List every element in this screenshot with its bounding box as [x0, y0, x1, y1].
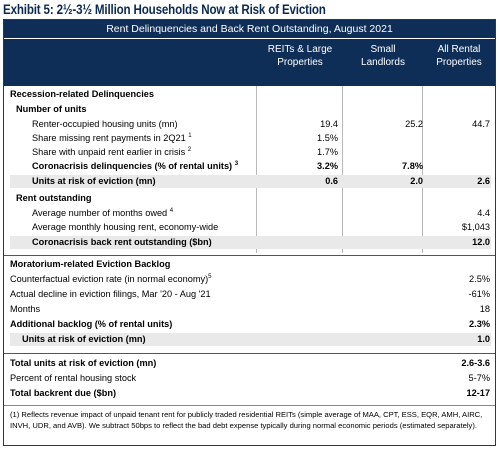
- cell-all-rental: 12-17: [466, 388, 491, 398]
- footnote-divider: [4, 405, 495, 406]
- cell-all-rental: 12.0: [472, 237, 490, 247]
- cell-all-rental: 44.7: [472, 119, 490, 129]
- cell-all-rental: -61%: [468, 289, 490, 299]
- row-label: Rent outstanding: [16, 193, 92, 203]
- cell-all-rental: 5-7%: [468, 373, 490, 383]
- header-divider: [4, 38, 495, 39]
- row-label-text: Counterfactual eviction rate (in normal …: [10, 274, 209, 284]
- column-header-reits-line2: Properties: [277, 56, 323, 68]
- table-row: Share with unpaid rent earlier in crisis…: [4, 146, 495, 159]
- footnote-marker: 2: [187, 147, 192, 153]
- column-divider: [422, 86, 423, 253]
- column-header-small-landlords: Small Landlords: [342, 44, 424, 69]
- subsection-rent-outstanding: Rent outstanding: [4, 192, 495, 205]
- row-label: Coronacrisis back rent outstanding ($bn): [32, 237, 212, 247]
- row-label: Counterfactual eviction rate (in normal …: [10, 273, 211, 286]
- cell-all-rental: 2.3%: [469, 319, 490, 329]
- exhibit-title: Exhibit 5: 2½-3½ Million Households Now …: [3, 2, 326, 17]
- row-label: Actual decline in eviction filings, Mar …: [10, 289, 211, 299]
- cell-all-rental: 4.4: [477, 208, 490, 218]
- column-header-reits-line1: REITs & Large: [267, 44, 333, 55]
- row-label: Renter-occupied housing units (mn): [32, 119, 178, 129]
- cell-all-rental: 2.5%: [469, 274, 490, 284]
- cell-reits: 1.5%: [317, 133, 338, 143]
- column-header-all-rental-line1: All Rental: [437, 44, 481, 55]
- row-label: Number of units: [16, 104, 87, 114]
- row-label: Share with unpaid rent earlier in crisis…: [32, 146, 191, 159]
- section-divider: [4, 353, 495, 354]
- column-header-reits: REITs & Large Properties: [257, 44, 343, 69]
- table-row-highlight: Coronacrisis back rent outstanding ($bn)…: [10, 236, 491, 249]
- column-header-small-landlords-line1: Small: [370, 44, 396, 55]
- table-row-total: Total units at risk of eviction (mn) 2.6…: [4, 357, 495, 370]
- table-row-highlight: Units at risk of eviction (mn) 0.6 2.0 2…: [10, 175, 491, 188]
- column-header-small-landlords-line2: Landlords: [361, 56, 405, 68]
- cell-all-rental: $1,043: [461, 222, 490, 232]
- table-row: Months 18: [4, 303, 495, 316]
- cell-reits: 1.7%: [317, 147, 338, 157]
- column-divider: [342, 86, 343, 253]
- cell-small-landlords: 25.2: [405, 119, 423, 129]
- row-label: Coronacrisis delinquencies (% of rental …: [32, 160, 238, 173]
- cell-reits: 19.4: [320, 119, 338, 129]
- row-label: Share missing rent payments in 2Q21 1: [32, 132, 192, 145]
- footnote-marker: 1: [188, 133, 192, 139]
- table-row-highlight: Units at risk of eviction (mn) 1.0: [10, 333, 491, 346]
- cell-all-rental: 18: [479, 304, 490, 314]
- cell-all-rental: 2.6: [477, 176, 490, 186]
- column-header-all-rental: All Rental Properties: [420, 44, 498, 69]
- cell-small-landlords: 7.8%: [402, 161, 423, 171]
- cell-all-rental: 1.0: [477, 334, 490, 344]
- table-row: Renter-occupied housing units (mn) 19.4 …: [4, 118, 495, 131]
- cell-all-rental: 2.6-3.6: [461, 358, 490, 368]
- footnote-marker: 4: [169, 208, 174, 214]
- row-label: Average monthly housing rent, economy-wi…: [32, 222, 219, 232]
- table-header: Rent Delinquencies and Back Rent Outstan…: [4, 20, 495, 86]
- table-row: Share missing rent payments in 2Q21 1 1.…: [4, 132, 495, 145]
- footnote-marker: 5: [208, 274, 212, 280]
- table-row: Average number of months owed 4 4.4: [4, 207, 495, 220]
- table-title: Rent Delinquencies and Back Rent Outstan…: [106, 23, 393, 35]
- cell-reits: 0.6: [325, 176, 338, 186]
- data-table: Rent Delinquencies and Back Rent Outstan…: [3, 19, 496, 446]
- table-row: Additional backlog (% of rental units) 2…: [4, 318, 495, 331]
- row-label: Units at risk of eviction (mn): [22, 334, 146, 344]
- table-row-total: Total backrent due ($bn) 12-17: [4, 387, 495, 400]
- row-label: Months: [10, 304, 41, 314]
- cell-small-landlords: 2.0: [410, 176, 423, 186]
- row-label: Average number of months owed 4: [32, 207, 173, 220]
- row-label-text: Share with unpaid rent earlier in crisis: [32, 147, 186, 157]
- footnote-marker: 3: [234, 161, 239, 167]
- column-divider: [256, 86, 257, 253]
- section-divider: [4, 255, 495, 256]
- table-row: Actual decline in eviction filings, Mar …: [4, 288, 495, 301]
- row-label-text: Average number of months owed: [32, 208, 168, 218]
- row-label: Total units at risk of eviction (mn): [10, 358, 157, 368]
- row-label: Units at risk of eviction (mn): [32, 176, 156, 186]
- row-label: Moratorium-related Eviction Backlog: [10, 259, 171, 269]
- row-label-text: Coronacrisis delinquencies (% of rental …: [32, 161, 233, 171]
- table-row: Coronacrisis delinquencies (% of rental …: [4, 160, 495, 173]
- cell-reits: 3.2%: [317, 161, 338, 171]
- row-label: Recession-related Delinquencies: [10, 89, 154, 99]
- column-header-all-rental-line2: Properties: [436, 56, 482, 68]
- row-label-text: Share missing rent payments in 2Q21: [32, 133, 186, 143]
- table-row: Percent of rental housing stock 5-7%: [4, 372, 495, 385]
- row-label: Total backrent due ($bn): [10, 388, 117, 398]
- section-header-moratorium: Moratorium-related Eviction Backlog: [4, 258, 495, 271]
- table-row: Counterfactual eviction rate (in normal …: [4, 273, 495, 286]
- row-label: Additional backlog (% of rental units): [10, 319, 173, 329]
- table-row: Average monthly housing rent, economy-wi…: [4, 221, 495, 234]
- row-label: Percent of rental housing stock: [10, 373, 137, 383]
- section-header-recession: Recession-related Delinquencies: [4, 88, 495, 101]
- subsection-number-of-units: Number of units: [4, 103, 495, 116]
- footnote: (1) Reflects revenue impact of unpaid te…: [10, 410, 483, 430]
